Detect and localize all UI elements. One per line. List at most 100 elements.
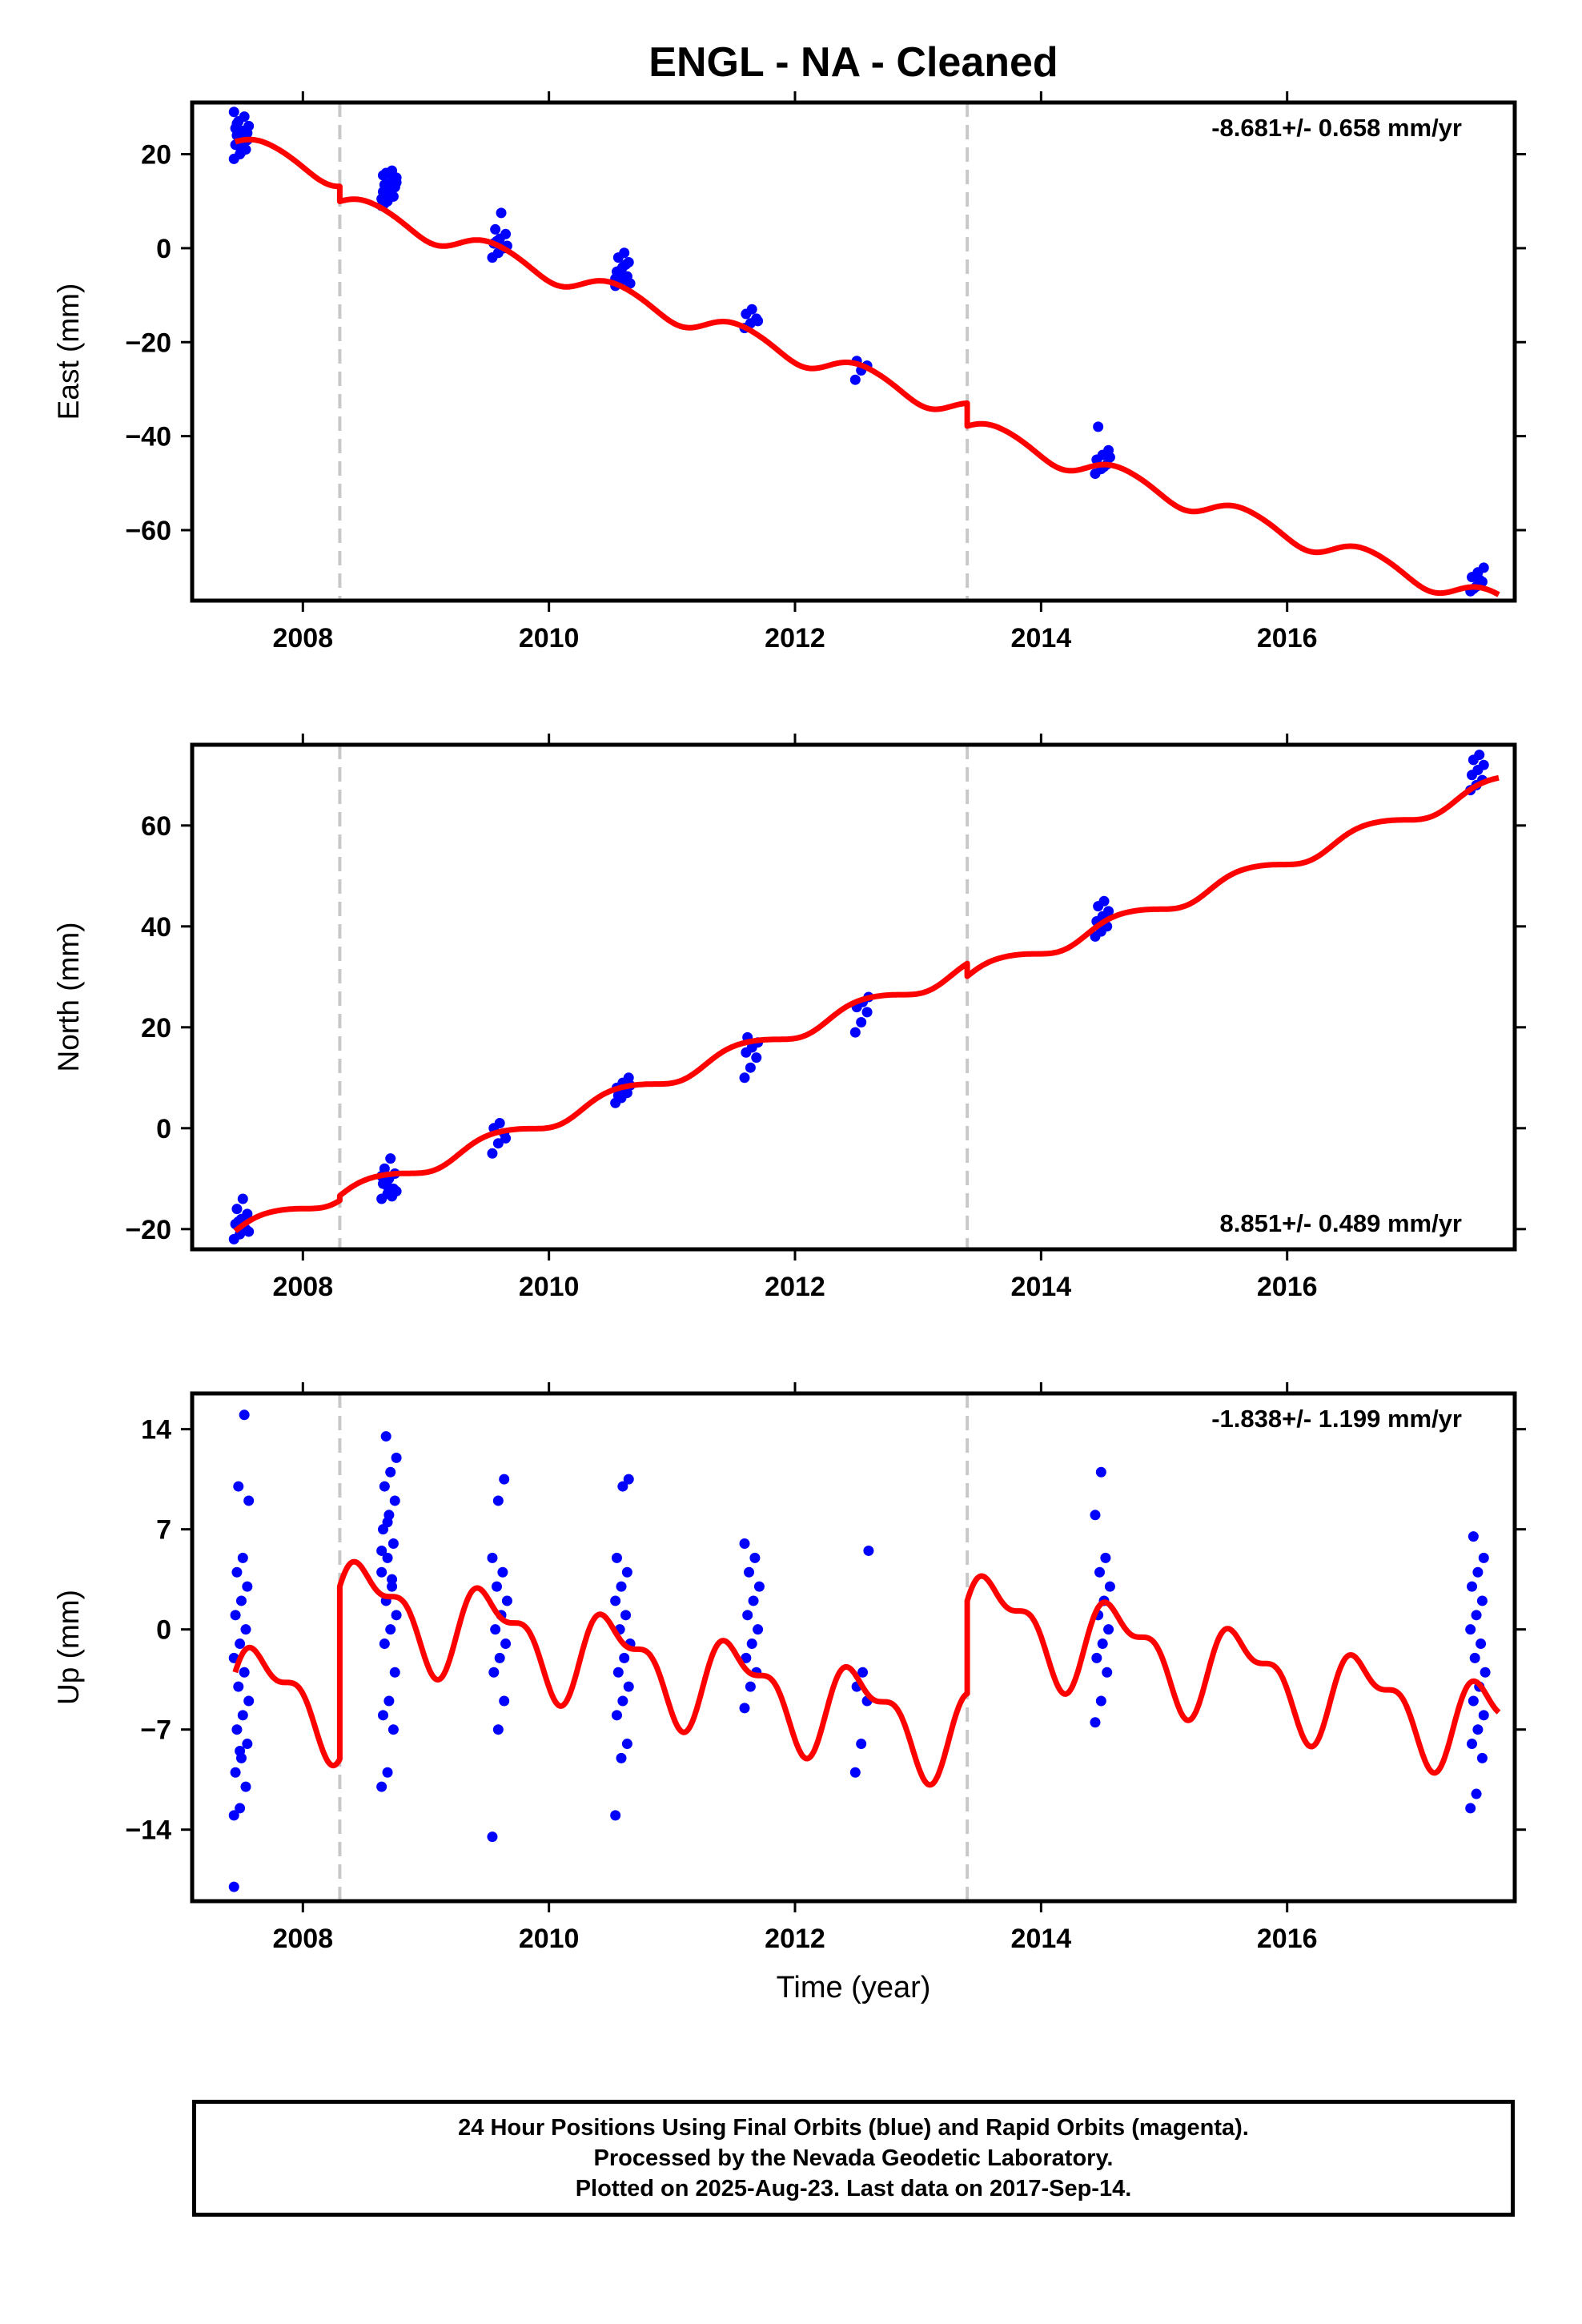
footer-line-3: Plotted on 2025-Aug-23. Last data on 201… (575, 2176, 1132, 2201)
up-data-point (385, 1466, 396, 1478)
up-y-tick-label: 14 (141, 1415, 171, 1445)
north-data-point (487, 1148, 498, 1159)
up-data-point (1465, 1624, 1476, 1635)
up-data-point (387, 1581, 398, 1592)
up-data-point (383, 1695, 395, 1707)
up-data-point (243, 1695, 255, 1707)
north-data-point (242, 1208, 253, 1220)
north-data-point (751, 1052, 762, 1063)
up-data-point (849, 1767, 861, 1778)
north-data-point (1474, 750, 1485, 761)
up-data-point (621, 1739, 632, 1750)
up-data-point (857, 1667, 869, 1678)
north-data-point (1103, 906, 1114, 917)
up-data-point (623, 1474, 634, 1485)
east-data-point (616, 263, 627, 275)
up-data-point (746, 1638, 757, 1650)
up-data-point (389, 1667, 400, 1678)
up-data-point (1467, 1581, 1478, 1592)
east-x-tick-label: 2016 (1257, 623, 1318, 653)
up-data-point (611, 1710, 622, 1721)
east-data-point (242, 127, 253, 139)
up-data-point (376, 1566, 387, 1578)
up-data-point (387, 1724, 399, 1735)
up-data-point (1090, 1510, 1101, 1521)
up-data-point (379, 1481, 390, 1492)
up-data-point (233, 1681, 244, 1692)
up-data-point (616, 1581, 627, 1592)
north-rate-label: 8.851+/- 0.489 mm/yr (1220, 1209, 1462, 1237)
east-y-tick-label: −60 (125, 516, 171, 546)
north-y-tick-label: 60 (141, 811, 171, 842)
up-data-point (228, 1810, 239, 1821)
up-data-point (620, 1610, 632, 1621)
up-data-point (611, 1552, 622, 1563)
north-data-point (745, 1062, 756, 1073)
east-y-tick-label: 20 (141, 140, 171, 171)
up-data-point (235, 1745, 246, 1756)
up-data-point (1476, 1752, 1488, 1763)
up-data-point (499, 1474, 510, 1485)
up-data-point (231, 1724, 243, 1735)
north-y-tick-label: 20 (141, 1013, 171, 1043)
north-data-point (739, 1072, 750, 1084)
up-data-point (753, 1581, 765, 1592)
up-data-point (240, 1781, 251, 1792)
east-panel: 2008 2010 2012 2014 2016 20 0 −20 −40 −60 East (mm… (52, 91, 1526, 653)
north-data-point (861, 1007, 873, 1018)
north-data-point (382, 1180, 393, 1192)
up-data-point (243, 1495, 255, 1506)
up-data-point (1476, 1638, 1487, 1650)
up-data-point (1097, 1638, 1108, 1650)
north-y-tick-label: 0 (156, 1114, 171, 1144)
up-data-point (1090, 1717, 1101, 1728)
up-y-tick-label: −14 (125, 1815, 171, 1846)
east-data-point (228, 107, 239, 118)
north-panel: 2008 2010 2012 2014 2016 60 40 20 0 −20 North (mm)… (52, 734, 1526, 1302)
up-data-point (488, 1667, 500, 1678)
up-data-point (856, 1739, 867, 1750)
up-data-point (739, 1538, 750, 1550)
up-data-point (380, 1431, 391, 1442)
up-frame (190, 1391, 1517, 1904)
up-data-point (382, 1552, 393, 1563)
up-data-point (1478, 1710, 1489, 1721)
up-data-point (389, 1495, 400, 1506)
east-x-tick-label: 2012 (765, 623, 825, 653)
up-data-point (497, 1566, 508, 1578)
up-data-point (1468, 1531, 1479, 1542)
east-y-tick-label: 0 (156, 234, 171, 264)
up-x-tick-label: 2014 (1011, 1924, 1072, 1954)
up-data-point (742, 1610, 753, 1621)
up-data-point (610, 1595, 621, 1606)
north-data-point (494, 1118, 505, 1128)
up-x-tick-label: 2008 (272, 1924, 333, 1954)
up-data-point (487, 1831, 498, 1843)
up-data-point (619, 1652, 630, 1663)
up-x-tick-label: 2010 (519, 1924, 580, 1954)
up-data-point (492, 1495, 504, 1506)
up-panel: 2008 2010 2012 2014 2016 14 7 0 −7 −14 Up (mm) -1.8… (52, 1382, 1526, 2004)
up-data-point (739, 1703, 750, 1714)
east-data-points (228, 107, 1489, 597)
up-data-point (490, 1624, 501, 1635)
up-data-point (1472, 1566, 1484, 1578)
north-data-point (849, 1027, 861, 1038)
east-frame (190, 100, 1517, 603)
up-data-point (745, 1681, 756, 1692)
east-data-point (753, 316, 764, 327)
up-y-tick-label: 0 (156, 1615, 171, 1646)
up-data-point (1465, 1803, 1476, 1814)
east-data-point (619, 247, 630, 259)
up-y-tick-label: 7 (156, 1515, 171, 1546)
east-data-point (231, 118, 243, 129)
up-data-point (491, 1581, 502, 1592)
up-data-point (1471, 1788, 1482, 1799)
up-data-point (487, 1552, 498, 1563)
up-data-point (239, 1667, 250, 1678)
up-data-point (391, 1452, 402, 1463)
up-data-point (617, 1695, 628, 1707)
east-data-point (391, 177, 402, 188)
up-data-point (863, 1545, 874, 1556)
up-data-point (748, 1595, 759, 1606)
